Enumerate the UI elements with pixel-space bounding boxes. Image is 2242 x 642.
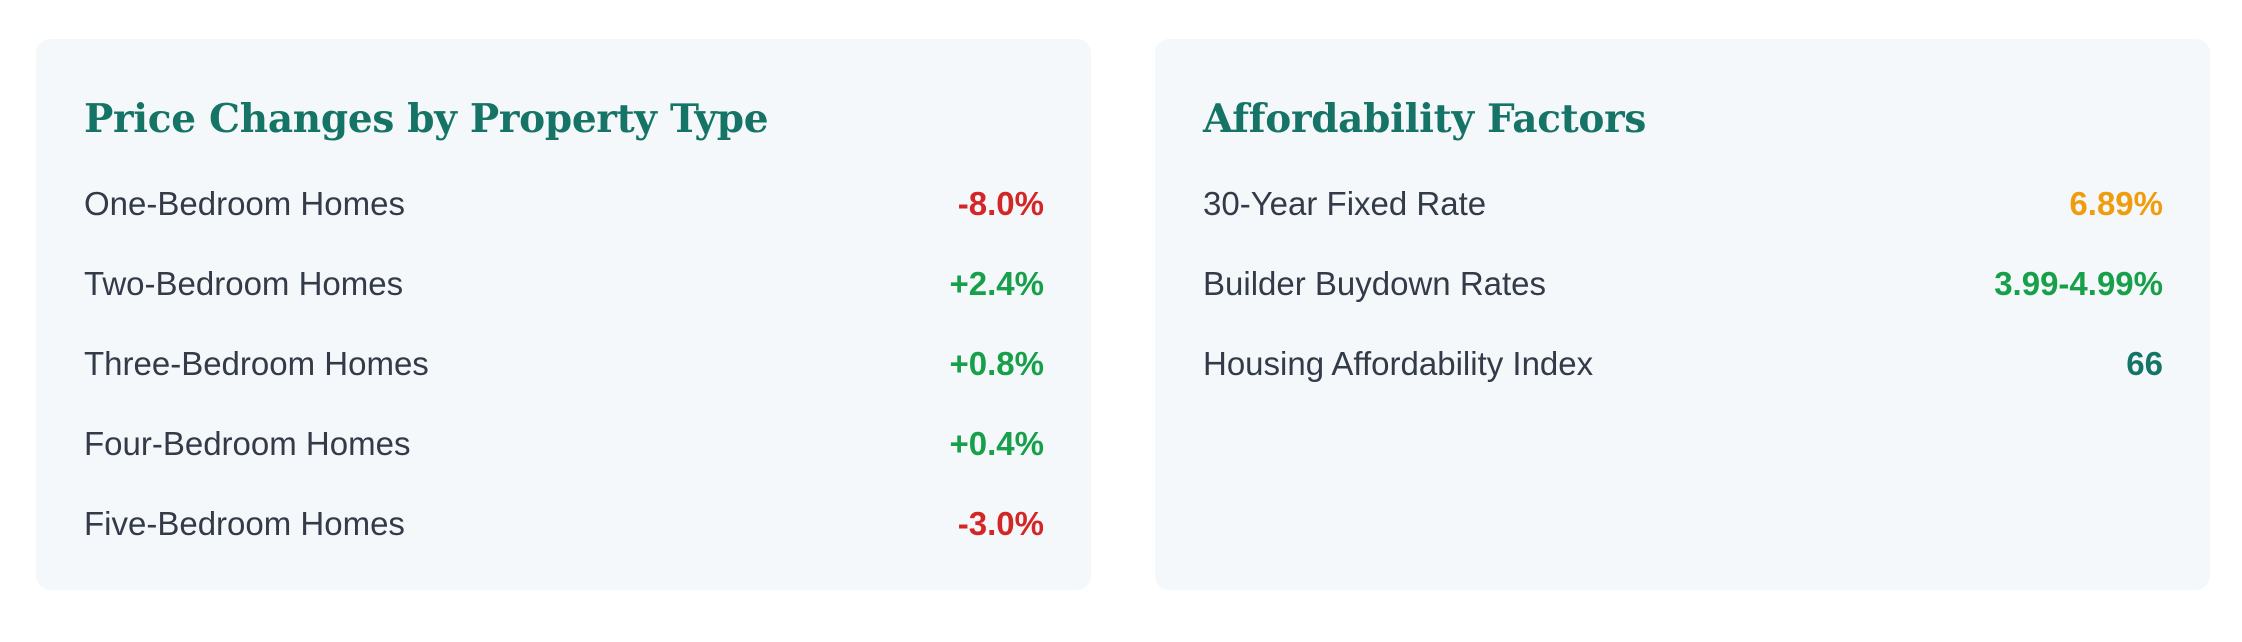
price-changes-title: Price Changes by Property Type [84,96,769,142]
row-value: -8.0% [957,185,1044,222]
row-value: +0.4% [949,425,1045,462]
row-label: Two-Bedroom Homes [84,265,404,302]
row-label: Four-Bedroom Homes [84,425,411,462]
row-value: +2.4% [949,265,1045,302]
row-value: -3.0% [957,505,1044,542]
affordability-row-fixed-rate: 30-Year Fixed Rate 6.89% [1203,164,2163,244]
affordability-card: Affordability Factors 30-Year Fixed Rate… [1155,39,2210,590]
row-label: Five-Bedroom Homes [84,505,405,542]
price-change-row-five-bedroom: Five-Bedroom Homes -3.0% [84,484,1044,564]
row-value: 66 [2126,345,2163,382]
price-changes-list: One-Bedroom Homes -8.0% Two-Bedroom Home… [84,164,1044,564]
price-change-row-two-bedroom: Two-Bedroom Homes +2.4% [84,244,1044,324]
affordability-row-index: Housing Affordability Index 66 [1203,324,2163,404]
affordability-list: 30-Year Fixed Rate 6.89% Builder Buydown… [1203,164,2163,404]
price-change-row-one-bedroom: One-Bedroom Homes -8.0% [84,164,1044,244]
row-value: +0.8% [949,345,1045,382]
price-change-row-four-bedroom: Four-Bedroom Homes +0.4% [84,404,1044,484]
affordability-row-buydown-rates: Builder Buydown Rates 3.99-4.99% [1203,244,2163,324]
price-changes-card: Price Changes by Property Type One-Bedro… [36,39,1091,590]
row-label: Three-Bedroom Homes [84,345,429,382]
row-label: 30-Year Fixed Rate [1203,185,1487,222]
row-label: Builder Buydown Rates [1203,265,1547,302]
price-change-row-three-bedroom: Three-Bedroom Homes +0.8% [84,324,1044,404]
affordability-title: Affordability Factors [1203,96,1647,142]
row-value: 3.99-4.99% [1994,265,2163,302]
row-label: One-Bedroom Homes [84,185,405,222]
row-value: 6.89% [2069,185,2163,222]
row-label: Housing Affordability Index [1203,345,1594,382]
